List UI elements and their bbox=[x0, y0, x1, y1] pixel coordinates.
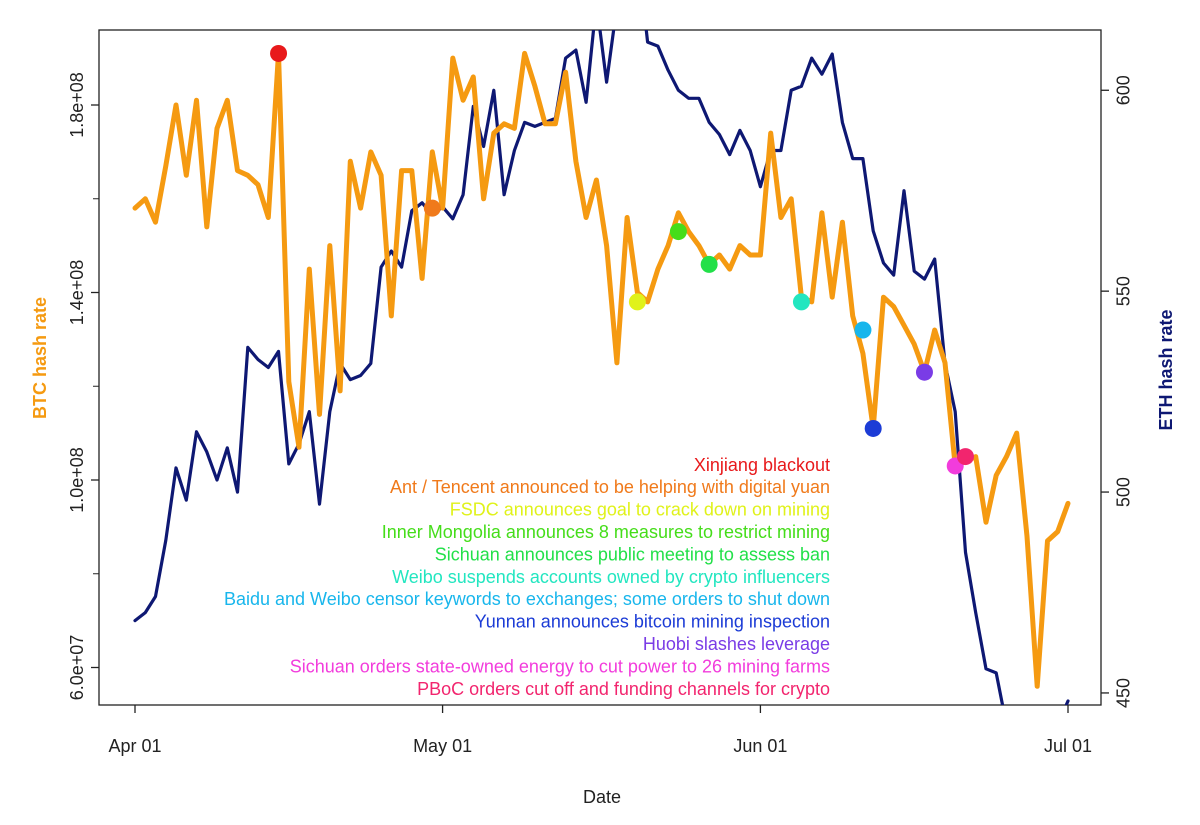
event-marker bbox=[270, 44, 288, 62]
right-y-axis: 450 500 550 600 bbox=[1101, 75, 1134, 708]
event-annotation: Weibo suspends accounts owned by crypto … bbox=[392, 567, 830, 587]
event-marker bbox=[956, 448, 974, 466]
x-tick-label: Apr 01 bbox=[108, 736, 161, 756]
x-tick-label: Jun 01 bbox=[733, 736, 787, 756]
right-tick-label: 500 bbox=[1114, 477, 1134, 507]
event-marker bbox=[915, 363, 933, 381]
event-annotation: Baidu and Weibo censor keywords to excha… bbox=[224, 589, 830, 609]
btc-series-line bbox=[132, 50, 1071, 689]
left-tick-label: 1.8e+08 bbox=[67, 72, 87, 138]
series-lines bbox=[132, 30, 1071, 705]
event-annotation: Ant / Tencent announced to be helping wi… bbox=[390, 477, 830, 497]
event-annotation: PBoC orders cut off and funding channels… bbox=[417, 679, 830, 699]
left-tick-label: 1.4e+08 bbox=[67, 260, 87, 326]
right-axis-title: ETH hash rate bbox=[1156, 309, 1176, 430]
event-annotation: Inner Mongolia announces 8 measures to r… bbox=[382, 522, 830, 542]
event-marker bbox=[700, 255, 718, 273]
event-annotation: Sichuan orders state-owned energy to cut… bbox=[290, 656, 830, 676]
event-marker bbox=[864, 419, 882, 437]
left-y-axis: 6.0e+07 1.0e+08 1.4e+08 1.8e+08 bbox=[67, 72, 99, 700]
event-marker bbox=[628, 293, 646, 311]
event-marker bbox=[854, 321, 872, 339]
event-marker bbox=[792, 293, 810, 311]
event-marker bbox=[423, 199, 441, 217]
eth-series-line bbox=[133, 30, 1070, 705]
x-axis-title: Date bbox=[583, 787, 621, 807]
left-tick-label: 6.0e+07 bbox=[67, 635, 87, 701]
x-tick-label: Jul 01 bbox=[1044, 736, 1092, 756]
left-tick-label: 1.0e+08 bbox=[67, 447, 87, 513]
event-marker bbox=[669, 223, 687, 241]
event-markers bbox=[270, 44, 974, 475]
event-annotation: Huobi slashes leverage bbox=[643, 634, 830, 654]
event-annotation: Xinjiang blackout bbox=[694, 455, 830, 475]
x-axis: Apr 01 May 01 Jun 01 Jul 01 bbox=[108, 705, 1092, 756]
left-axis-title: BTC hash rate bbox=[30, 297, 50, 419]
right-tick-label: 450 bbox=[1114, 678, 1134, 708]
event-annotation: Yunnan announces bitcoin mining inspecti… bbox=[475, 612, 830, 632]
right-tick-label: 550 bbox=[1114, 276, 1134, 306]
event-annotation: FSDC announces goal to crack down on min… bbox=[450, 500, 830, 520]
right-tick-label: 600 bbox=[1114, 75, 1134, 105]
x-tick-label: May 01 bbox=[413, 736, 472, 756]
event-annotation: Sichuan announces public meeting to asse… bbox=[435, 544, 830, 564]
